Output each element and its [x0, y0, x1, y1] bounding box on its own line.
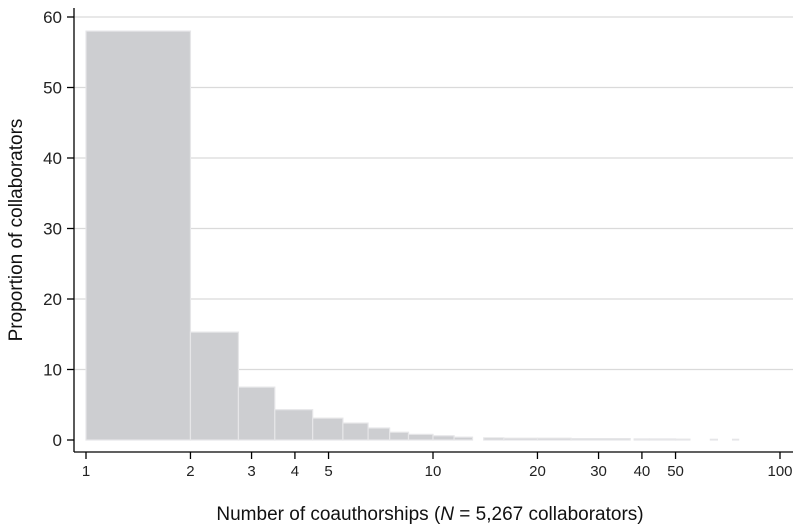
- histogram-bar-13: [536, 437, 572, 441]
- x-axis-title-variable: N: [440, 504, 454, 525]
- x-tick-label-4: 4: [291, 463, 299, 480]
- histogram-bar-18: [709, 438, 718, 441]
- histogram-bar-16: [648, 438, 677, 441]
- x-tick-label-30: 30: [590, 463, 607, 480]
- histogram-bar-11: [483, 437, 505, 441]
- x-tick-label-2: 2: [186, 463, 194, 480]
- x-tick-label-1: 1: [82, 463, 90, 480]
- histogram-bar-15: [633, 438, 650, 441]
- y-tick-label-50: 50: [43, 79, 62, 98]
- x-tick-label-3: 3: [247, 463, 255, 480]
- x-axis-title: Number of coauthorships (N = 5,267 colla…: [216, 504, 643, 525]
- y-tick-label-40: 40: [43, 149, 62, 168]
- histogram-bar-12: [503, 437, 539, 441]
- histogram-bar-7: [389, 431, 410, 441]
- histogram-bar-5: [342, 422, 369, 441]
- grid-layer: [74, 16, 793, 371]
- y-tick-label-20: 20: [43, 290, 62, 309]
- histogram-bar-4: [312, 417, 344, 441]
- histogram-bar-9: [432, 435, 455, 441]
- histogram-bar-1: [189, 331, 240, 441]
- y-tick-label-10: 10: [43, 361, 62, 380]
- x-axis-title-part-3: = 5,267 collaborators): [454, 504, 644, 525]
- x-axis-title-part-1: Number of coauthorships (: [216, 504, 441, 525]
- x-ticks: 1 2 3 4 5 10 20 30 40 50 100: [82, 452, 793, 480]
- x-tick-label-100: 100: [767, 463, 792, 480]
- y-tick-label-30: 30: [43, 220, 62, 239]
- histogram-bar-10: [453, 436, 474, 441]
- histogram-bar-19: [731, 438, 740, 441]
- histogram-bar-3: [274, 409, 314, 441]
- y-ticks: 0 10 20 30 40 50 60: [43, 8, 74, 450]
- bars-layer: [85, 30, 740, 441]
- histogram-bar-6: [367, 427, 391, 441]
- y-axis-title: Proportion of collaborators: [6, 119, 27, 342]
- x-tick-label-20: 20: [529, 463, 546, 480]
- y-tick-label-0: 0: [53, 431, 62, 450]
- x-tick-label-10: 10: [425, 463, 442, 480]
- histogram-bar-14: [570, 437, 631, 441]
- x-tick-label-5: 5: [324, 463, 332, 480]
- histogram-bar-8: [407, 433, 434, 441]
- histogram-bar-2: [237, 386, 276, 441]
- histogram-bar-17: [674, 438, 691, 441]
- y-tick-label-60: 60: [43, 8, 62, 27]
- x-tick-label-50: 50: [667, 463, 684, 480]
- x-tick-label-40: 40: [634, 463, 651, 480]
- histogram-bar-0: [85, 30, 192, 441]
